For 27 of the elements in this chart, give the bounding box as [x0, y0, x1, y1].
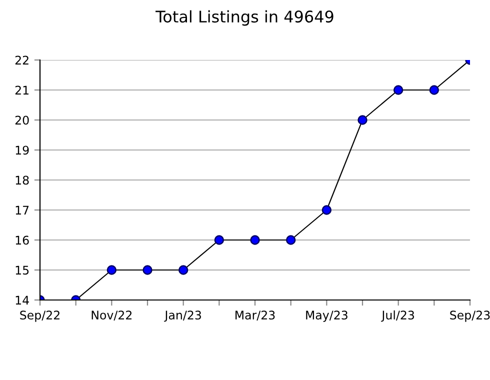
y-tick-label: 16: [16, 236, 29, 245]
y-tick-label: 15: [16, 266, 29, 275]
x-tick-label: Sep/23: [450, 310, 490, 322]
point: [393, 85, 404, 95]
chart-title: Total Listings in 49649: [156, 10, 334, 26]
point: [358, 115, 368, 125]
x-tick-label: Jul/23: [381, 310, 414, 322]
point: [178, 265, 188, 275]
y-tick-label: 19: [16, 146, 29, 155]
point: [429, 85, 440, 95]
x-tick-label: Nov/22: [92, 310, 132, 320]
y-tick-label: 22: [15, 56, 28, 64]
x-tick-label: Mar/23: [236, 310, 275, 320]
point: [322, 205, 332, 215]
y-tick-label: 21: [15, 86, 28, 94]
point: [142, 265, 152, 275]
x-tick-label: May/23: [306, 310, 348, 322]
point: [286, 235, 296, 245]
y-tick-label: 20: [15, 116, 29, 125]
point: [250, 235, 260, 245]
y-tick-label: 14: [16, 296, 29, 304]
y-tick-label: 17: [16, 206, 29, 214]
point: [214, 235, 224, 245]
point: [106, 265, 117, 275]
x-tick-label: Jan/23: [164, 310, 201, 322]
y-tick-label: 18: [16, 176, 29, 185]
x-tick-label: Sep/22: [20, 310, 60, 322]
